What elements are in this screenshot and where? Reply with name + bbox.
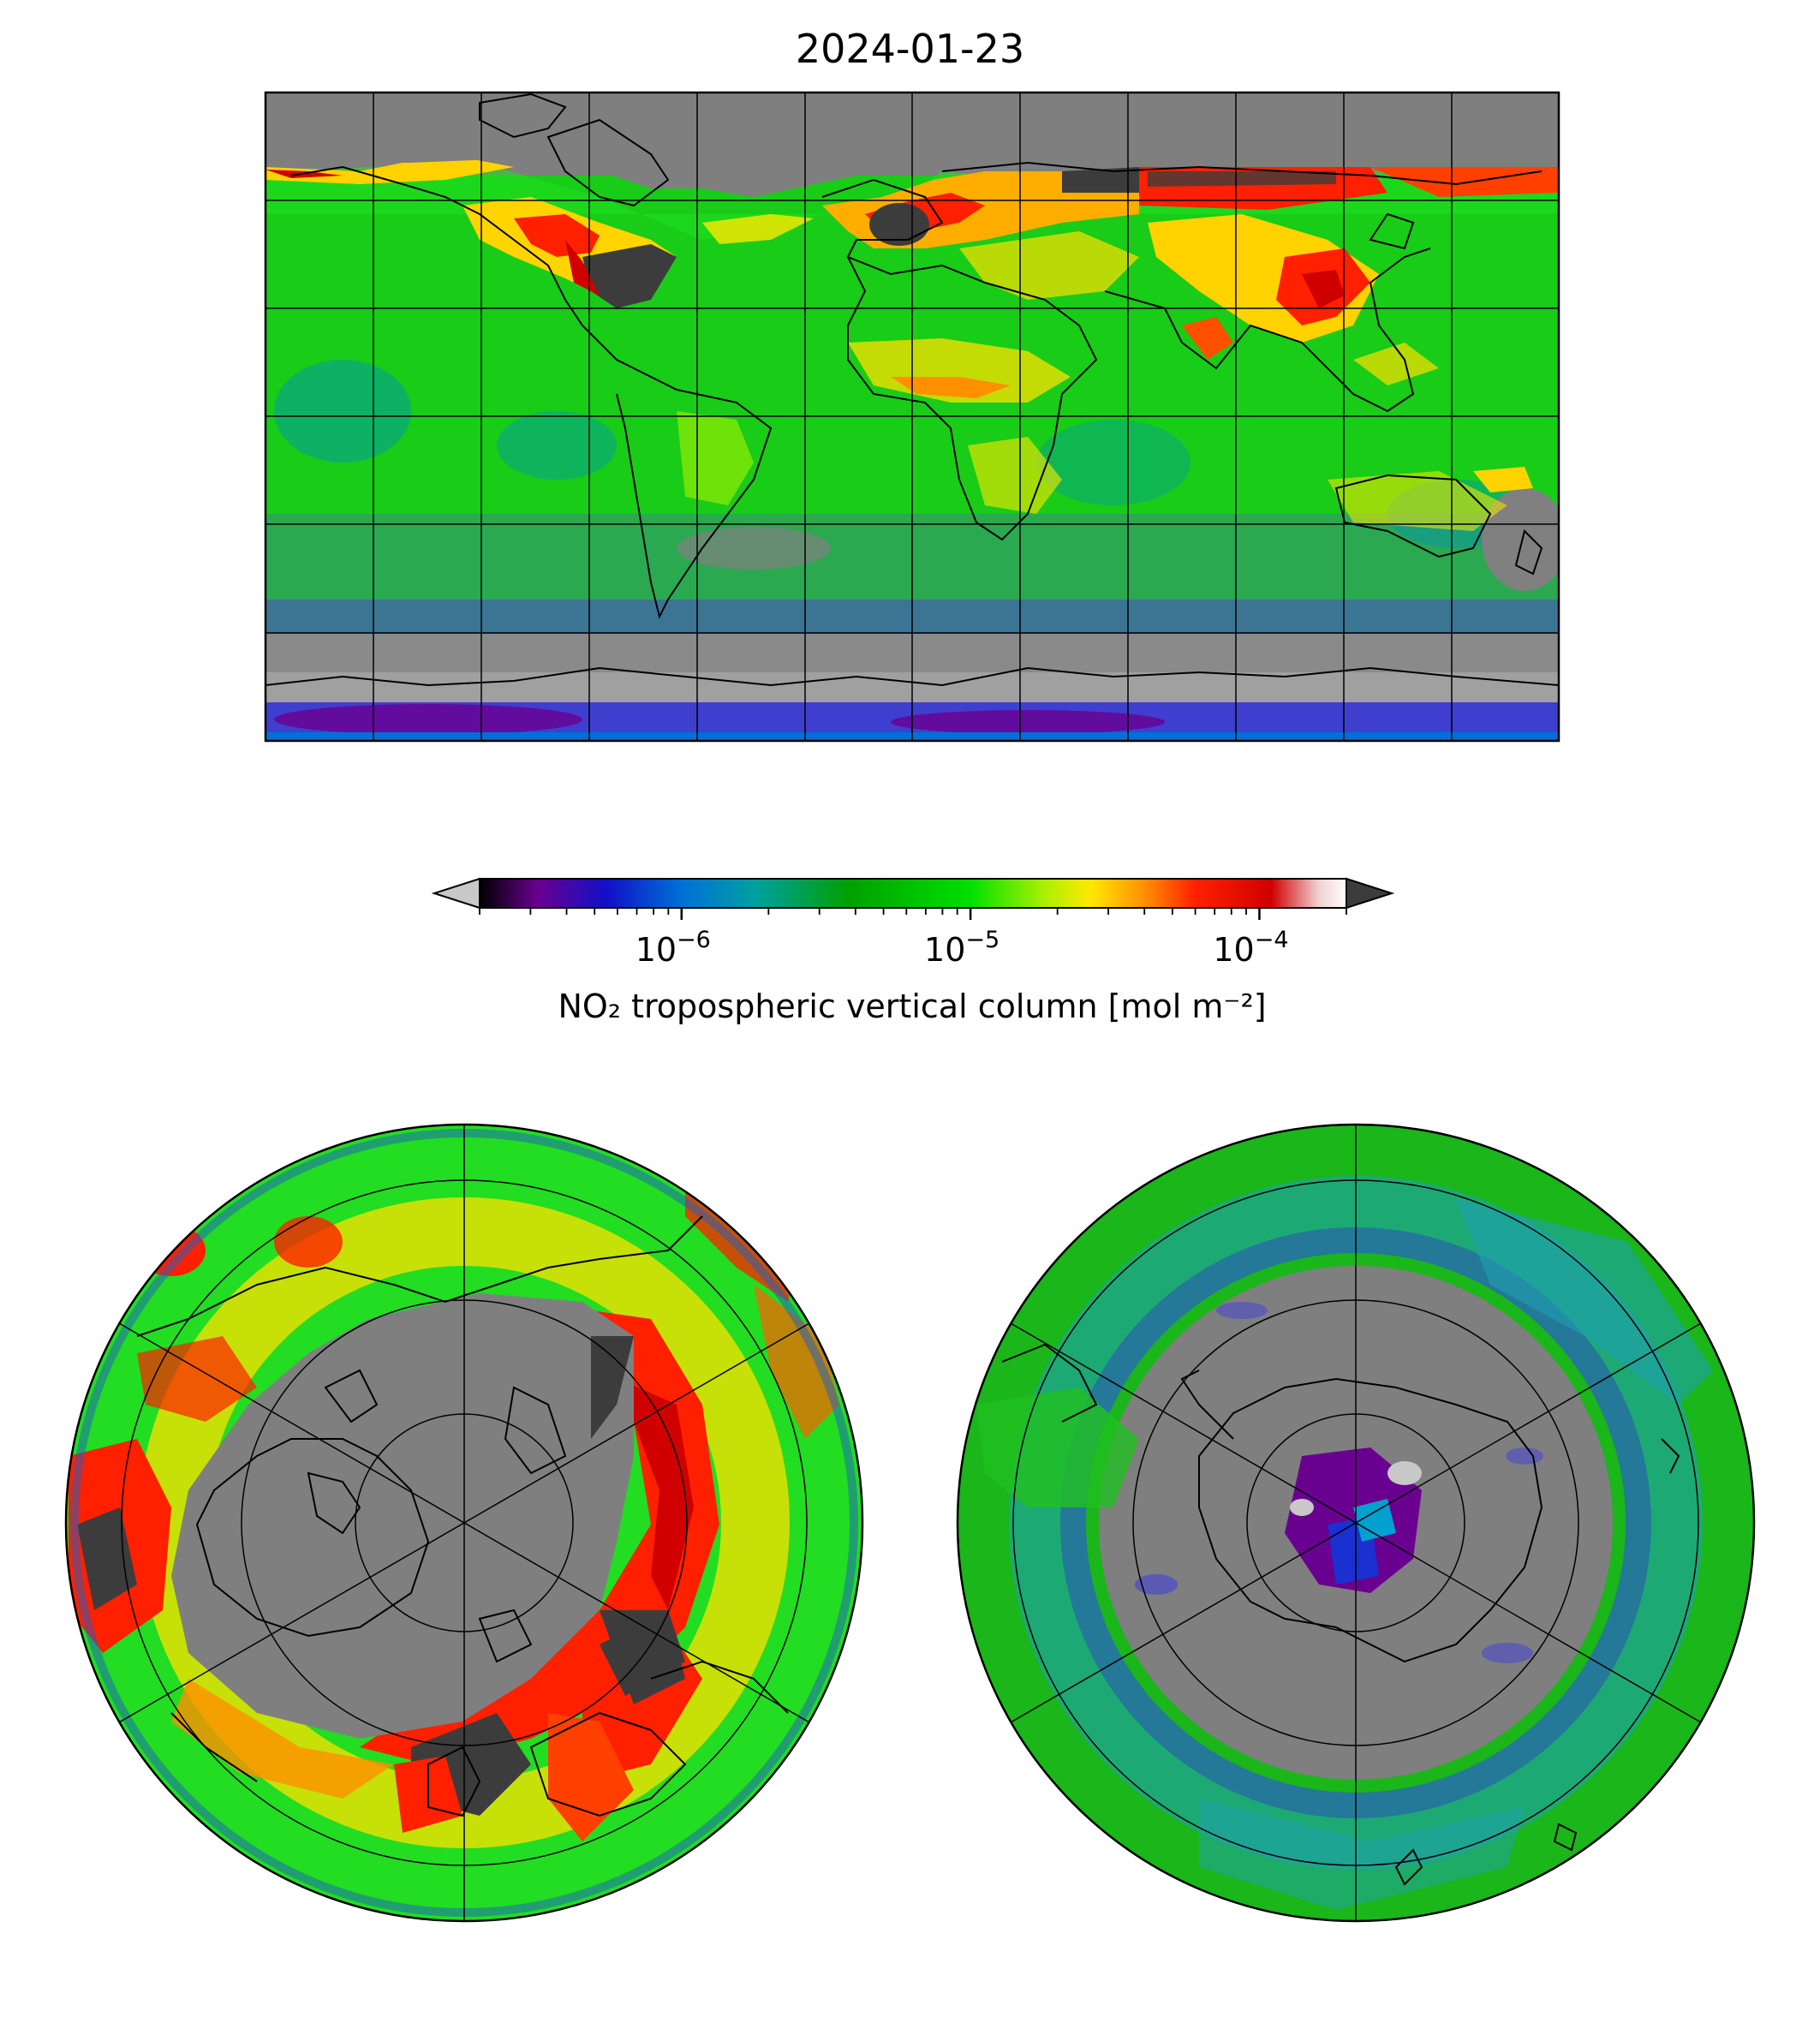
arctic-map[interactable] bbox=[64, 1123, 864, 1923]
tick-label-base: 10 bbox=[1213, 931, 1254, 969]
colorbar-over-extension bbox=[1346, 877, 1395, 910]
colorbar: 10−6 10−5 10−4 NO₂ tropospheric vertical c… bbox=[431, 877, 1395, 1025]
colorbar-label: NO₂ tropospheric vertical column [mol m⁻… bbox=[558, 988, 1266, 1025]
colorbar-ticks: 10−6 10−5 10−4 bbox=[479, 908, 1347, 969]
arctic-graticule bbox=[118, 1125, 810, 1921]
tick-label-exponent: −6 bbox=[677, 927, 711, 953]
antarctic-map-frame bbox=[956, 1123, 1756, 1923]
global-map[interactable] bbox=[264, 91, 1567, 743]
arctic-coastlines bbox=[136, 1215, 789, 1817]
tick-label-base: 10 bbox=[636, 931, 677, 969]
antarctic-graticule bbox=[1010, 1125, 1702, 1921]
global-gridlines bbox=[266, 92, 1559, 741]
tick-label-exponent: −5 bbox=[965, 927, 1000, 953]
colorbar-body bbox=[480, 879, 1346, 908]
figure-title: 2024-01-23 bbox=[795, 26, 1025, 72]
colorbar-tick-label: 10−4 bbox=[1213, 927, 1288, 969]
global-map-frame bbox=[264, 91, 1560, 743]
tick-label-base: 10 bbox=[924, 931, 965, 969]
global-coastlines bbox=[266, 92, 1559, 687]
tick-label-exponent: −4 bbox=[1255, 927, 1289, 953]
arctic-map-frame bbox=[64, 1123, 864, 1923]
arctic-no-data-cap bbox=[171, 1293, 634, 1739]
antarctic-coastlines bbox=[1001, 1343, 1680, 1886]
antarctic-map[interactable] bbox=[956, 1123, 1756, 1923]
colorbar-tick-label: 10−5 bbox=[924, 927, 1000, 969]
field-europe-hotspot bbox=[869, 203, 929, 246]
colorbar-under-extension bbox=[431, 877, 480, 910]
colorbar-tick-label: 10−6 bbox=[636, 927, 711, 969]
